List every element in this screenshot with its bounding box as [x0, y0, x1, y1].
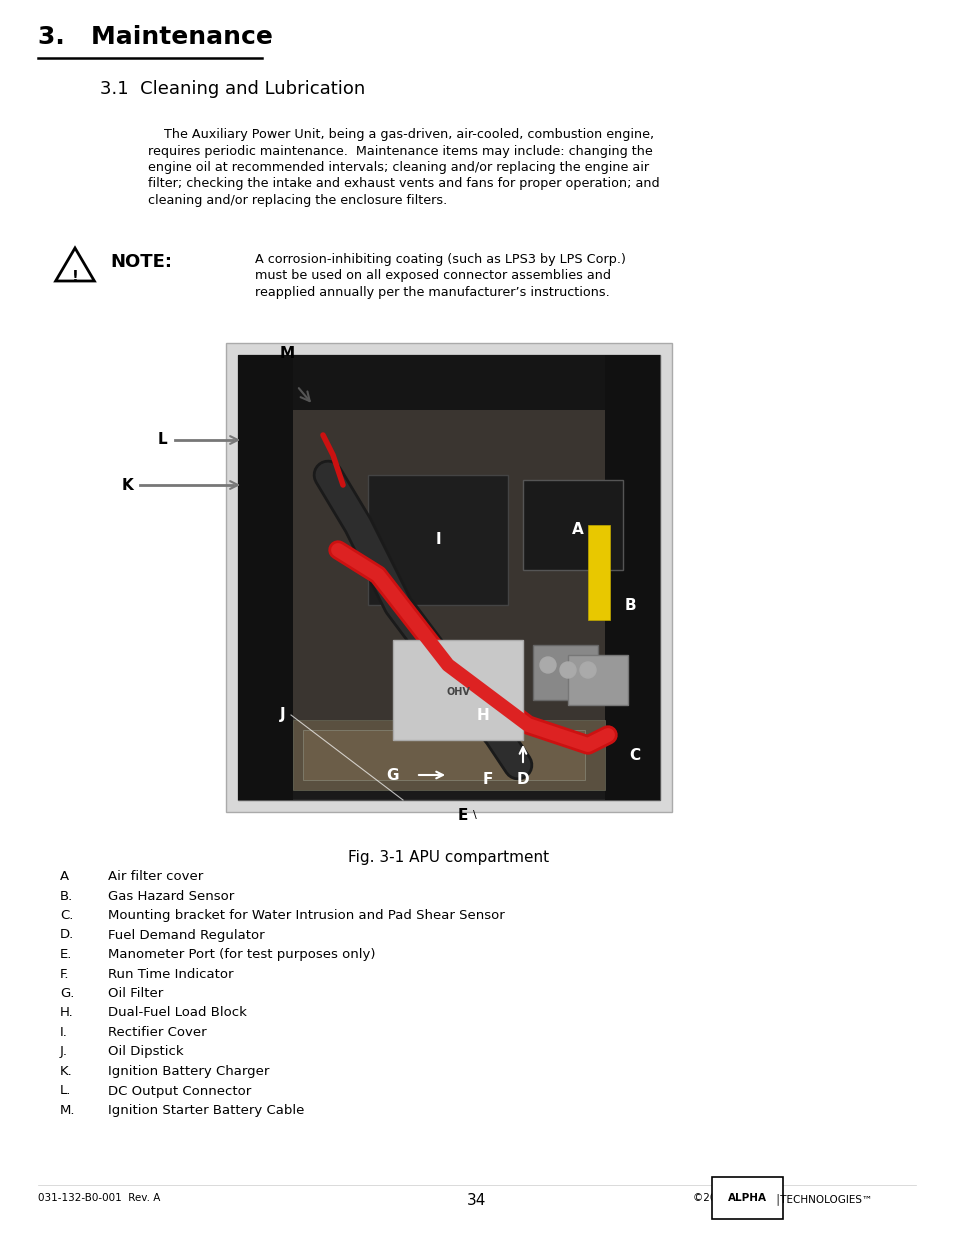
Text: D: D: [517, 773, 529, 788]
Text: NOTE:: NOTE:: [110, 253, 172, 270]
Text: K.: K.: [60, 1065, 72, 1078]
Text: G: G: [386, 767, 399, 783]
Text: F: F: [482, 773, 493, 788]
Text: filter; checking the intake and exhaust vents and fans for proper operation; and: filter; checking the intake and exhaust …: [148, 178, 659, 190]
Text: L: L: [157, 432, 167, 447]
FancyBboxPatch shape: [237, 354, 293, 800]
Text: G.: G.: [60, 987, 74, 1000]
Circle shape: [539, 657, 556, 673]
Text: A: A: [60, 869, 69, 883]
FancyBboxPatch shape: [393, 640, 522, 740]
Text: H: H: [476, 708, 489, 722]
Text: D.: D.: [60, 929, 74, 941]
Text: OHV: OHV: [446, 687, 470, 697]
Text: Fig. 3-1 APU compartment: Fig. 3-1 APU compartment: [348, 850, 549, 864]
Text: Mounting bracket for Water Intrusion and Pad Shear Sensor: Mounting bracket for Water Intrusion and…: [108, 909, 504, 923]
FancyBboxPatch shape: [293, 720, 604, 790]
Text: Ignition Battery Charger: Ignition Battery Charger: [108, 1065, 269, 1078]
Text: The Auxiliary Power Unit, being a gas-driven, air-cooled, combustion engine,: The Auxiliary Power Unit, being a gas-dr…: [148, 128, 654, 141]
Text: J: J: [280, 708, 286, 722]
FancyBboxPatch shape: [226, 343, 671, 811]
Text: Fuel Demand Regulator: Fuel Demand Regulator: [108, 929, 264, 941]
Text: F.: F.: [60, 967, 70, 981]
Text: 3.   Maintenance: 3. Maintenance: [38, 25, 273, 49]
Text: DC Output Connector: DC Output Connector: [108, 1084, 251, 1098]
Text: Oil Dipstick: Oil Dipstick: [108, 1046, 183, 1058]
Text: J.: J.: [60, 1046, 68, 1058]
Text: ALPHA: ALPHA: [727, 1193, 766, 1203]
Text: Oil Filter: Oil Filter: [108, 987, 163, 1000]
Text: E.: E.: [60, 948, 72, 961]
Text: │TECHNOLOGIES™: │TECHNOLOGIES™: [773, 1193, 871, 1205]
Text: must be used on all exposed connector assemblies and: must be used on all exposed connector as…: [254, 269, 610, 283]
Text: 34: 34: [467, 1193, 486, 1208]
Text: Run Time Indicator: Run Time Indicator: [108, 967, 233, 981]
FancyBboxPatch shape: [587, 525, 609, 620]
Text: \: \: [473, 810, 476, 820]
FancyBboxPatch shape: [567, 655, 627, 705]
Text: M: M: [279, 346, 294, 361]
Text: I: I: [435, 532, 440, 547]
FancyBboxPatch shape: [237, 354, 659, 800]
FancyBboxPatch shape: [293, 354, 604, 410]
Text: C: C: [629, 747, 639, 762]
Text: E: E: [457, 808, 468, 823]
Text: M.: M.: [60, 1104, 75, 1116]
FancyBboxPatch shape: [368, 475, 507, 605]
Text: C.: C.: [60, 909, 73, 923]
FancyBboxPatch shape: [293, 410, 604, 790]
Text: requires periodic maintenance.  Maintenance items may include: changing the: requires periodic maintenance. Maintenan…: [148, 144, 652, 158]
Text: Rectifier Cover: Rectifier Cover: [108, 1026, 207, 1039]
Text: reapplied annually per the manufacturer’s instructions.: reapplied annually per the manufacturer’…: [254, 287, 609, 299]
Text: Air filter cover: Air filter cover: [108, 869, 203, 883]
Circle shape: [579, 662, 596, 678]
Text: I.: I.: [60, 1026, 68, 1039]
Text: B.: B.: [60, 889, 73, 903]
Text: A corrosion-inhibiting coating (such as LPS3 by LPS Corp.): A corrosion-inhibiting coating (such as …: [254, 253, 625, 266]
Text: Dual-Fuel Load Block: Dual-Fuel Load Block: [108, 1007, 247, 1020]
Text: H.: H.: [60, 1007, 73, 1020]
FancyBboxPatch shape: [533, 645, 598, 700]
FancyBboxPatch shape: [604, 354, 659, 800]
FancyBboxPatch shape: [303, 730, 584, 781]
Text: cleaning and/or replacing the enclosure filters.: cleaning and/or replacing the enclosure …: [148, 194, 447, 207]
Circle shape: [559, 662, 576, 678]
Text: K: K: [122, 478, 133, 493]
Text: Gas Hazard Sensor: Gas Hazard Sensor: [108, 889, 234, 903]
FancyBboxPatch shape: [522, 480, 622, 571]
Text: L.: L.: [60, 1084, 71, 1098]
Text: Manometer Port (for test purposes only): Manometer Port (for test purposes only): [108, 948, 375, 961]
Text: ©2000: ©2000: [692, 1193, 732, 1203]
Text: A: A: [572, 522, 583, 537]
Text: 3.1  Cleaning and Lubrication: 3.1 Cleaning and Lubrication: [100, 80, 365, 98]
Text: !: !: [71, 270, 78, 285]
Text: engine oil at recommended intervals; cleaning and/or replacing the engine air: engine oil at recommended intervals; cle…: [148, 161, 648, 174]
Text: 031-132-B0-001  Rev. A: 031-132-B0-001 Rev. A: [38, 1193, 160, 1203]
Text: Ignition Starter Battery Cable: Ignition Starter Battery Cable: [108, 1104, 304, 1116]
Text: B: B: [623, 598, 635, 613]
